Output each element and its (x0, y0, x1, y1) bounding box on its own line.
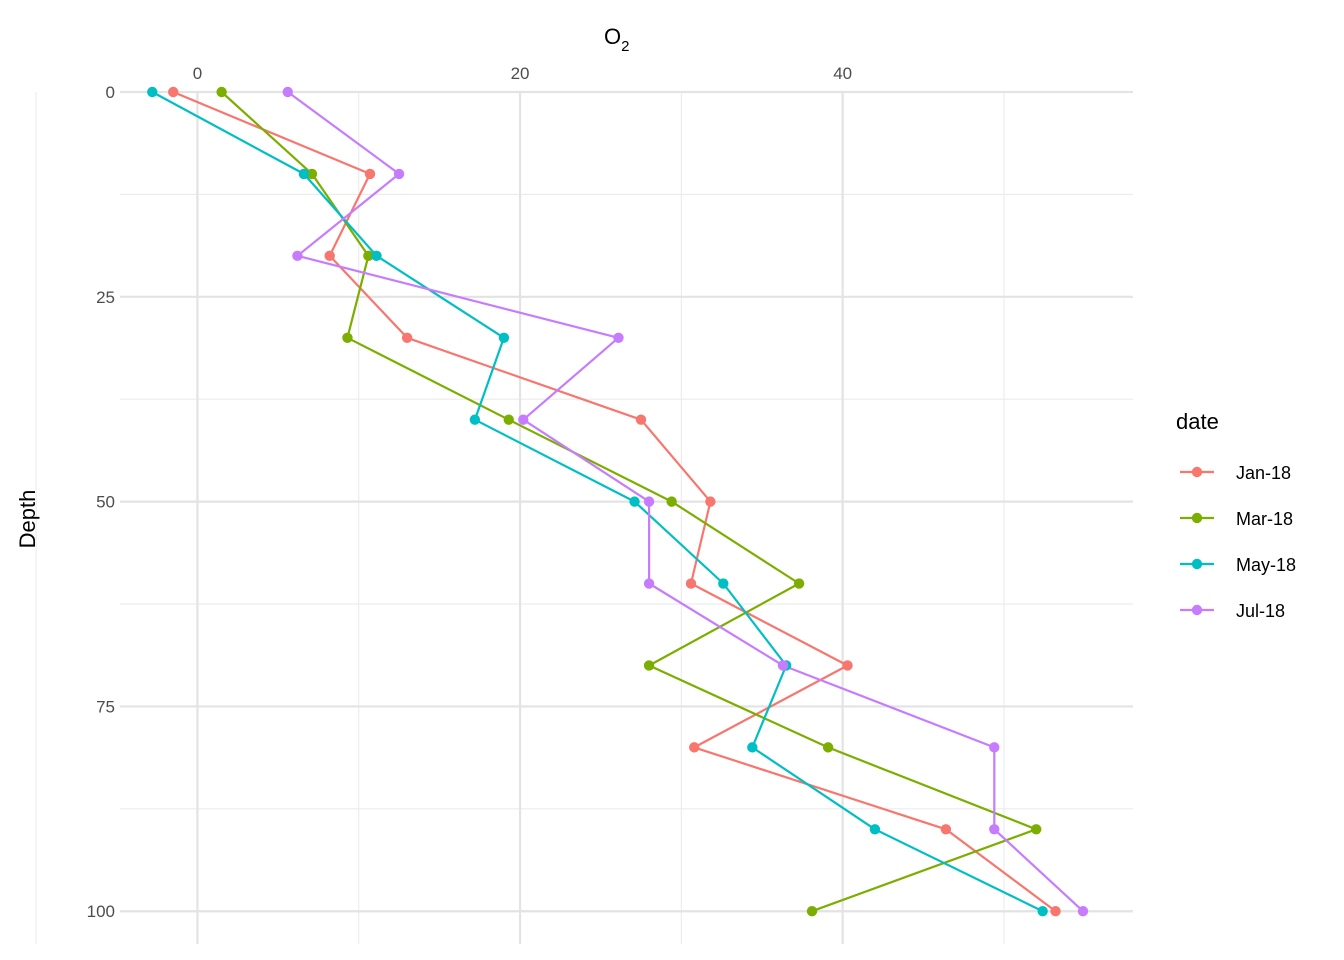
data-point (1050, 906, 1061, 917)
y-tick-label: 25 (96, 288, 115, 307)
legend-label: Jan-18 (1236, 463, 1291, 483)
legend-swatch (1191, 466, 1203, 478)
legend-label: Mar-18 (1236, 509, 1293, 529)
data-point (989, 742, 1000, 753)
data-point (363, 250, 374, 262)
data-point (324, 250, 335, 262)
grid (35, 90, 1133, 944)
data-point (842, 660, 853, 671)
data-point (822, 742, 834, 753)
y-axis-ticks: 0 25 50 75 100 (87, 83, 115, 921)
data-point (292, 250, 303, 262)
data-point (342, 332, 353, 343)
data-point (777, 660, 789, 671)
data-point (635, 414, 647, 425)
data-point (685, 578, 697, 589)
data-point (147, 86, 158, 98)
data-point (393, 168, 405, 180)
data-point (1031, 824, 1042, 835)
x-axis-ticks: 0 20 40 (193, 64, 852, 83)
legend-items: Jan-18 Mar-18 May-18 Jul-18 (1180, 463, 1296, 621)
data-point (282, 86, 293, 98)
x-tick-label: 0 (193, 64, 202, 83)
data-point (666, 496, 677, 507)
data-point (298, 168, 310, 180)
data-point (306, 168, 318, 180)
data-point (498, 332, 510, 343)
x-axis-title: O2 (604, 24, 629, 55)
data-point (518, 414, 529, 425)
y-tick-label: 75 (96, 697, 115, 716)
data-point (401, 332, 413, 343)
series-points (147, 86, 1089, 917)
data-point (629, 496, 640, 507)
x-tick-label: 40 (833, 64, 852, 83)
data-point (364, 168, 376, 180)
y-tick-label: 0 (106, 83, 115, 102)
data-point (503, 414, 514, 425)
data-point (643, 660, 655, 671)
data-point (216, 86, 227, 98)
legend-swatch (1191, 512, 1203, 524)
x-tick-label: 20 (511, 64, 530, 83)
data-point (613, 332, 624, 343)
legend-swatch (1191, 604, 1203, 616)
data-point (705, 496, 716, 507)
data-point (793, 578, 805, 589)
data-point (718, 578, 729, 589)
legend-title: date (1176, 409, 1219, 434)
legend-label: May-18 (1236, 555, 1296, 575)
data-point (168, 86, 179, 98)
data-point (689, 742, 700, 753)
data-point (469, 414, 481, 425)
data-point (1037, 906, 1048, 917)
data-point (747, 742, 758, 753)
legend-swatch (1191, 558, 1203, 570)
y-tick-label: 100 (87, 902, 115, 921)
legend-label: Jul-18 (1236, 601, 1285, 621)
data-point (940, 824, 952, 835)
y-axis-title: Depth (15, 490, 40, 549)
data-point (1077, 906, 1089, 917)
data-point (989, 824, 1000, 835)
y-tick-label: 50 (96, 493, 115, 512)
data-point (643, 496, 655, 507)
data-point (643, 578, 655, 589)
data-point (869, 824, 881, 835)
data-point (806, 906, 818, 917)
legend: date Jan-18 Mar-18 May-18 Jul-18 (1176, 409, 1296, 621)
data-point (371, 250, 382, 262)
